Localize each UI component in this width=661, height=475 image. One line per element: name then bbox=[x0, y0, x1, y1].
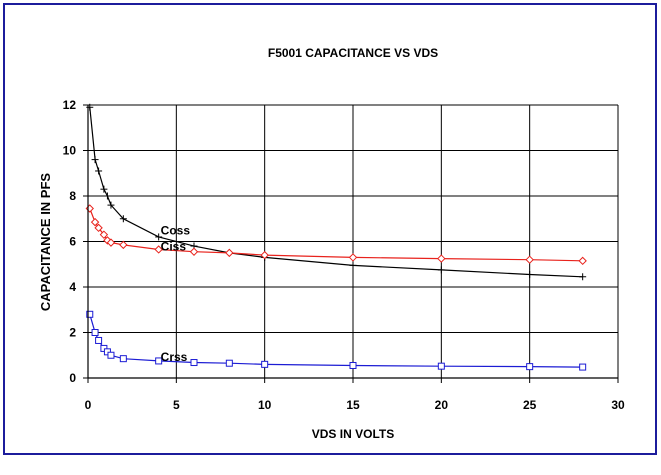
ciss-point bbox=[525, 255, 534, 264]
coss-point bbox=[437, 266, 445, 274]
coss-point bbox=[95, 167, 103, 175]
coss-point bbox=[100, 185, 108, 193]
grid-lines bbox=[88, 104, 619, 378]
x-tick-label: 0 bbox=[85, 398, 92, 412]
x-tick-label: 30 bbox=[611, 398, 625, 412]
ciss-point bbox=[119, 240, 128, 250]
coss-point bbox=[349, 261, 357, 269]
crss-point bbox=[155, 357, 163, 365]
coss-point bbox=[107, 201, 115, 209]
y-tick-label: 0 bbox=[69, 371, 76, 385]
crss-series-label: Crss bbox=[161, 350, 188, 364]
coss-point bbox=[155, 233, 163, 241]
crss-point bbox=[95, 336, 103, 344]
ciss-point bbox=[189, 247, 199, 256]
x-tick-label: 25 bbox=[523, 398, 537, 412]
coss-point bbox=[119, 215, 127, 223]
coss-series-label: Coss bbox=[161, 224, 191, 238]
series-layer: Coss Ciss Crss bbox=[85, 103, 587, 371]
crss-point bbox=[437, 362, 445, 370]
ciss-point bbox=[90, 217, 100, 227]
x-tick-label: 15 bbox=[346, 398, 360, 412]
ciss-point bbox=[348, 253, 358, 262]
y-tick-label: 8 bbox=[69, 189, 76, 203]
crss-point bbox=[190, 359, 198, 367]
crss-point bbox=[526, 363, 534, 371]
coss-point bbox=[579, 273, 587, 281]
crss-point bbox=[91, 329, 99, 336]
ciss-point bbox=[154, 245, 163, 254]
axes: 0 2 4 6 8 10 12 0 5 10 15 20 25 30 bbox=[63, 98, 625, 412]
x-tick-label: 5 bbox=[173, 398, 180, 412]
x-tick-label: 20 bbox=[435, 398, 449, 412]
y-tick-label: 6 bbox=[69, 235, 76, 249]
y-tick-label: 12 bbox=[63, 98, 77, 112]
x-axis-label: VDS IN VOLTS bbox=[312, 427, 394, 441]
ciss-point bbox=[437, 254, 446, 263]
crss-point bbox=[261, 360, 269, 368]
ciss-point bbox=[225, 248, 234, 258]
ciss-series-label: Ciss bbox=[161, 240, 187, 254]
ciss-point bbox=[99, 230, 109, 239]
crss-point bbox=[86, 310, 94, 318]
ciss-point bbox=[260, 250, 269, 260]
y-axis-label: CAPACITANCE IN PFS bbox=[38, 173, 53, 312]
coss-point bbox=[526, 270, 534, 278]
crss-point bbox=[579, 363, 587, 371]
y-tick-label: 10 bbox=[63, 144, 77, 158]
x-tick-label: 10 bbox=[258, 398, 272, 412]
crss-point bbox=[225, 359, 233, 367]
y-tick-label: 2 bbox=[69, 326, 76, 340]
crss-point bbox=[349, 361, 357, 369]
ciss-point bbox=[578, 256, 587, 266]
crss-point bbox=[107, 351, 115, 359]
crss-point bbox=[119, 355, 127, 363]
coss-point bbox=[91, 156, 99, 164]
y-tick-label: 4 bbox=[69, 280, 76, 294]
chart-title: F5001 CAPACITANCE VS VDS bbox=[268, 46, 438, 60]
ciss-point bbox=[94, 223, 103, 233]
coss-point bbox=[103, 192, 111, 200]
ciss-point bbox=[106, 238, 116, 247]
